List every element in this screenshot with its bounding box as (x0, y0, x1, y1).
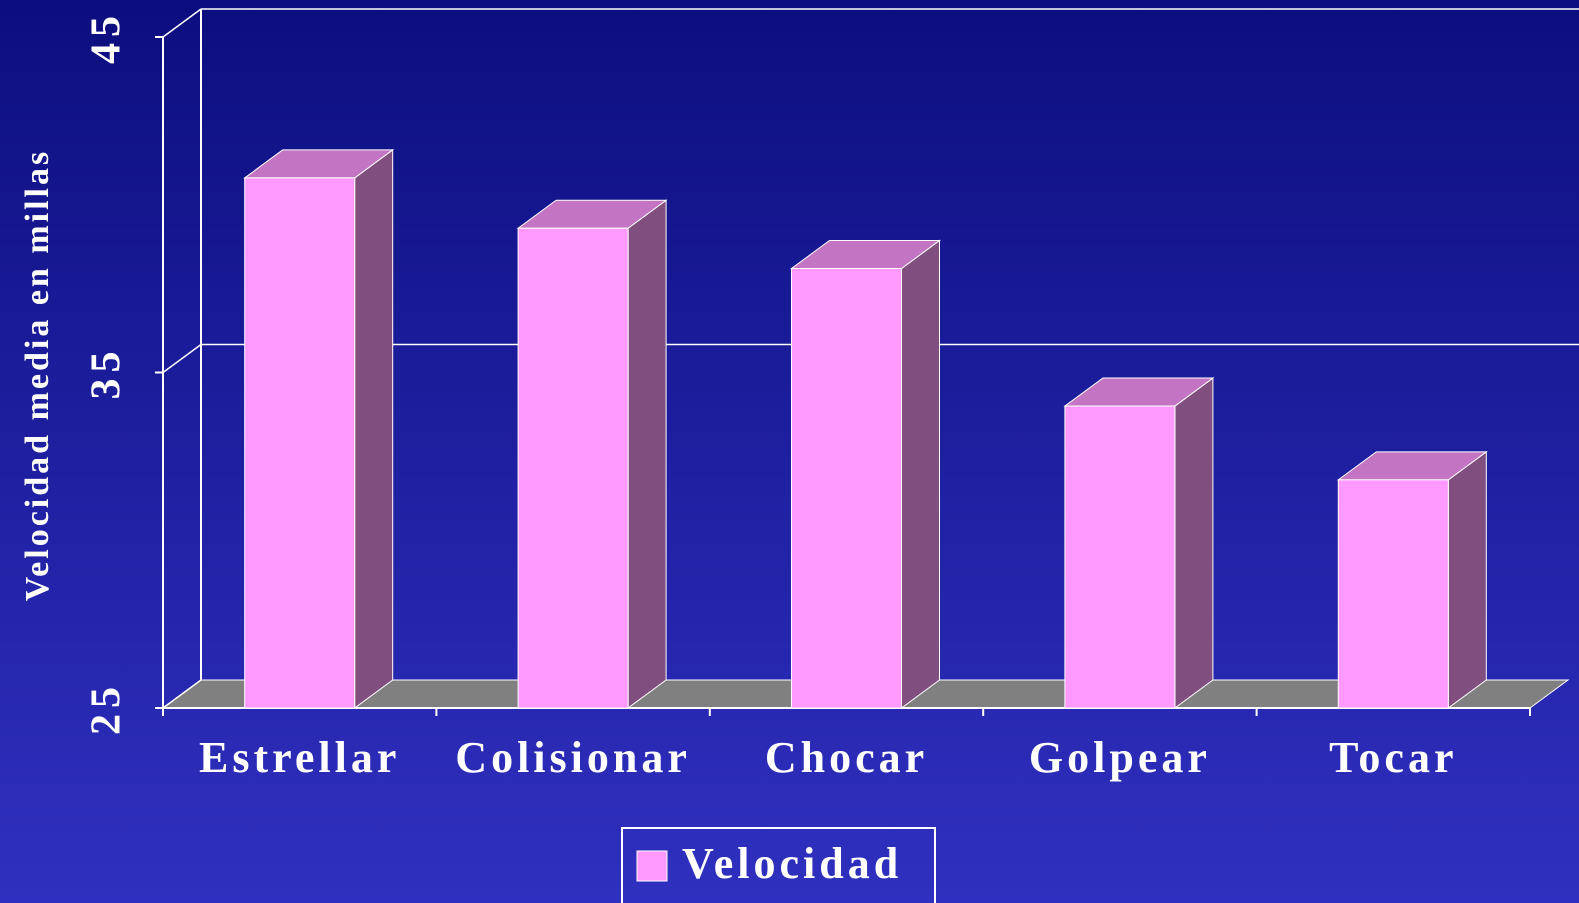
bar-side (627, 199, 667, 709)
y-tick-label: 35 (84, 346, 130, 400)
x-tick-label: Colisionar (455, 733, 691, 782)
grid-diagonal (162, 343, 202, 374)
x-tick-label: Golpear (1029, 733, 1211, 782)
bar (517, 227, 629, 709)
bar (791, 267, 902, 709)
legend (621, 827, 936, 903)
y-tick-label: 45 (84, 10, 130, 64)
x-tick-label: Tocar (1329, 733, 1457, 782)
bar (1064, 405, 1176, 709)
grid-diagonal (162, 8, 202, 38)
bar-side (901, 239, 940, 709)
x-tick-label: Estrellar (199, 733, 400, 782)
x-tick-label: Chocar (765, 733, 928, 782)
y-axis-label: Velocidad media en millas (19, 149, 56, 602)
y-tick-label: 25 (84, 681, 130, 735)
bar (1337, 479, 1449, 709)
grid-diagonal (162, 679, 202, 709)
bar (244, 177, 356, 709)
bar-side (1447, 450, 1487, 709)
legend-label: Velocidad (682, 839, 902, 888)
legend-swatch (636, 850, 668, 882)
bar-side (354, 148, 394, 709)
bar-side (1174, 377, 1214, 709)
